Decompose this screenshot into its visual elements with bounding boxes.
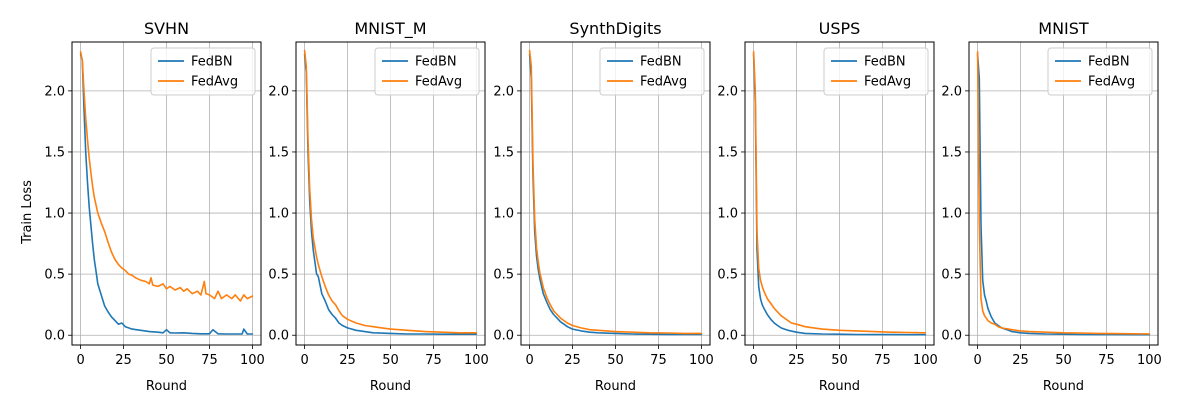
series-line-fedavg <box>528 49 703 335</box>
x-tick-label: 75 <box>874 353 891 368</box>
y-tick-label: 1.5 <box>493 145 514 160</box>
x-tick-label: 50 <box>158 353 175 368</box>
legend: FedBN FedAvg <box>1047 47 1153 96</box>
legend-box <box>599 47 705 96</box>
panel-synthdigits: 0 25 50 75 100 0.0 0.5 1.0 1.5 2.0 SynthDigits Roun… <box>493 19 714 394</box>
x-tick-label: 100 <box>464 353 489 368</box>
x-tick-label: 75 <box>425 353 442 368</box>
x-tick-label: 0 <box>749 353 757 368</box>
y-tick-label: 0.5 <box>493 268 514 283</box>
panel-title: USPS <box>819 19 861 38</box>
legend-label-fedavg: FedAvg <box>415 75 462 90</box>
y-tick-label: 0.5 <box>44 268 65 283</box>
series-line-fedbn <box>752 53 927 336</box>
x-axis-label: Round <box>1043 379 1084 394</box>
y-tick-label: 0.0 <box>268 329 289 344</box>
y-tick-label: 0.0 <box>44 329 65 344</box>
x-axis-label: Round <box>595 379 636 394</box>
legend-box <box>150 47 256 96</box>
y-tick-label: 1.5 <box>44 145 65 160</box>
series-line-fedavg <box>752 50 927 334</box>
legend-label-fedavg: FedAvg <box>640 75 687 90</box>
x-axis-label: Round <box>370 379 411 394</box>
x-tick-label: 50 <box>831 353 848 368</box>
y-tick-label: 2.0 <box>268 84 289 99</box>
series-line-fedavg <box>976 50 1151 335</box>
legend-box <box>374 47 480 96</box>
x-tick-label: 50 <box>607 353 624 368</box>
panel-title: SVHN <box>144 19 189 38</box>
x-tick-label: 75 <box>201 353 218 368</box>
legend: FedBN FedAvg <box>150 47 256 96</box>
panels: 0 25 50 75 1000.00.51.01.52.0SVHNRoundFedBNF… <box>44 19 1162 394</box>
x-tick-label: 75 <box>1098 353 1115 368</box>
panel-svhn: 0 25 50 75 1000.00.51.01.52.0SVHNRoundFedBNF… <box>44 19 265 394</box>
x-tick-label: 25 <box>115 353 132 368</box>
x-tick-label: 100 <box>1137 353 1162 368</box>
y-tick-label: 2.0 <box>493 84 514 99</box>
legend-label-fedavg: FedAvg <box>864 75 911 90</box>
y-tick-label: 0.5 <box>941 268 962 283</box>
x-tick-label: 0 <box>76 353 84 368</box>
legend-label-fedavg: FedAvg <box>191 75 238 90</box>
legend-box <box>823 47 929 96</box>
x-tick-label: 50 <box>1055 353 1072 368</box>
x-tick-label: 0 <box>525 353 533 368</box>
x-tick-label: 0 <box>300 353 308 368</box>
x-tick-label: 25 <box>788 353 805 368</box>
x-tick-label: 50 <box>382 353 399 368</box>
legend-label-fedavg: FedAvg <box>1088 75 1135 90</box>
x-tick-label: 25 <box>1012 353 1029 368</box>
y-tick-label: 1.5 <box>268 145 289 160</box>
legend-box <box>1047 47 1153 96</box>
x-tick-label: 100 <box>913 353 938 368</box>
series-line-fedavg <box>303 49 478 334</box>
y-tick-label: 2.0 <box>717 84 738 99</box>
panel-title: MNIST_M <box>354 19 426 39</box>
series-line-fedbn <box>79 53 254 335</box>
y-tick-label: 0.0 <box>717 329 738 344</box>
y-tick-label: 0.5 <box>717 268 738 283</box>
panel-mnist: 0 25 50 75 100 0.0 0.5 1.0 1.5 2.0 MNIST Round FedBN… <box>941 19 1162 394</box>
panel-title: SynthDigits <box>569 19 661 38</box>
legend-label-fedbn: FedBN <box>415 55 457 70</box>
legend-label-fedbn: FedBN <box>640 55 682 70</box>
legend: FedBN FedAvg <box>599 47 705 96</box>
x-axis-label: Round <box>146 379 187 394</box>
y-tick-label: 0.0 <box>493 329 514 344</box>
y-axis-label: Train Loss <box>20 180 35 245</box>
y-tick-label: 1.5 <box>941 145 962 160</box>
y-tick-label: 1.0 <box>44 207 65 222</box>
x-tick-label: 75 <box>650 353 667 368</box>
legend: FedBN FedAvg <box>374 47 480 96</box>
y-tick-label: 1.5 <box>717 145 738 160</box>
legend-label-fedbn: FedBN <box>1088 55 1130 70</box>
x-tick-label: 25 <box>339 353 356 368</box>
x-axis-label: Round <box>819 379 860 394</box>
series-line-fedavg <box>79 50 254 302</box>
y-tick-label: 2.0 <box>44 84 65 99</box>
series-line-fedbn <box>528 53 703 336</box>
panel-title: MNIST <box>1038 19 1089 38</box>
y-tick-label: 0.5 <box>268 268 289 283</box>
legend-label-fedbn: FedBN <box>191 55 233 70</box>
y-tick-label: 0.0 <box>941 329 962 344</box>
panel-mnist-m: 0 25 50 75 100 0.0 0.5 1.0 1.5 2.0 MNIST_M Round Fed… <box>268 19 489 394</box>
y-tick-label: 1.0 <box>717 207 738 222</box>
legend-label-fedbn: FedBN <box>864 55 906 70</box>
y-tick-label: 2.0 <box>941 84 962 99</box>
y-tick-label: 1.0 <box>493 207 514 222</box>
x-tick-label: 25 <box>564 353 581 368</box>
x-tick-label: 0 <box>973 353 981 368</box>
panel-usps: 0 25 50 75 1000.00.51.01.52.0USPSRoundFedBNF… <box>717 19 938 394</box>
series-line-fedbn <box>303 53 478 336</box>
y-tick-label: 1.0 <box>268 207 289 222</box>
x-tick-label: 100 <box>240 353 265 368</box>
y-tick-label: 1.0 <box>941 207 962 222</box>
legend: FedBN FedAvg <box>823 47 929 96</box>
x-tick-label: 100 <box>689 353 714 368</box>
